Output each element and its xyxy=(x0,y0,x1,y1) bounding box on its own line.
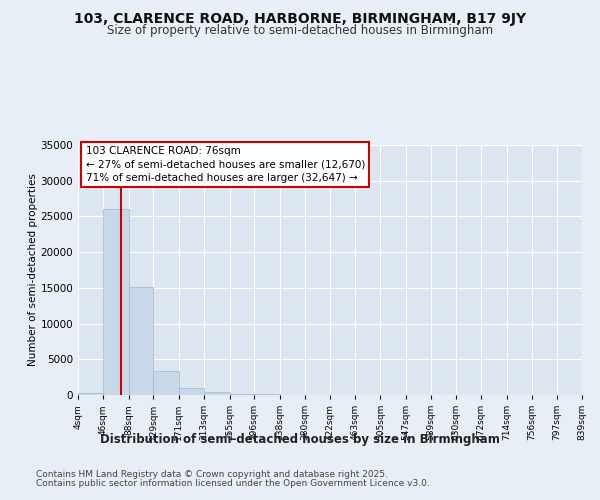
Bar xyxy=(129,287,154,395)
Text: Size of property relative to semi-detached houses in Birmingham: Size of property relative to semi-detach… xyxy=(107,24,493,37)
Bar xyxy=(154,372,179,395)
Bar xyxy=(78,393,103,395)
Text: Distribution of semi-detached houses by size in Birmingham: Distribution of semi-detached houses by … xyxy=(100,432,500,446)
Bar xyxy=(230,394,254,395)
Bar xyxy=(254,394,280,395)
Y-axis label: Number of semi-detached properties: Number of semi-detached properties xyxy=(28,174,38,366)
Text: Contains public sector information licensed under the Open Government Licence v3: Contains public sector information licen… xyxy=(36,479,430,488)
Bar xyxy=(204,392,230,395)
Text: Contains HM Land Registry data © Crown copyright and database right 2025.: Contains HM Land Registry data © Crown c… xyxy=(36,470,388,479)
Text: 103 CLARENCE ROAD: 76sqm
← 27% of semi-detached houses are smaller (12,670)
71% : 103 CLARENCE ROAD: 76sqm ← 27% of semi-d… xyxy=(86,146,365,182)
Text: 103, CLARENCE ROAD, HARBORNE, BIRMINGHAM, B17 9JY: 103, CLARENCE ROAD, HARBORNE, BIRMINGHAM… xyxy=(74,12,526,26)
Bar xyxy=(103,210,129,395)
Bar xyxy=(179,388,204,395)
